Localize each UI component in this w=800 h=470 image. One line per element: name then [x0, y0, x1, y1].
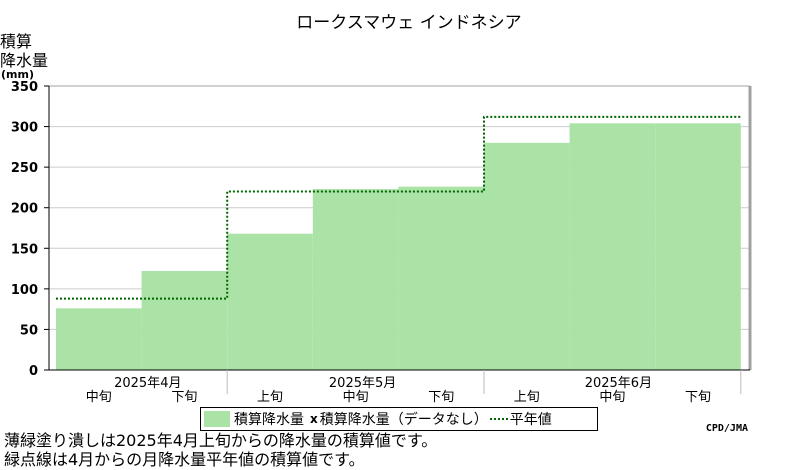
legend-swatch-accumulated — [204, 411, 230, 427]
x-tick-label: 中旬 — [599, 390, 625, 405]
y-tick-label: 300 — [11, 121, 38, 136]
chart-title: ロークスマウェ インドネシア — [296, 13, 521, 33]
y-tick-label: 150 — [11, 242, 38, 257]
legend: 積算降水量 x 積算降水量（データなし） 平年値 — [200, 407, 598, 431]
legend-label-nodata: 積算降水量（データなし） — [319, 412, 488, 428]
y-axis-label-line1: 積算 — [0, 32, 32, 51]
x-tick-label: 中旬 — [86, 390, 112, 405]
x-tick-label: 下旬 — [171, 390, 197, 405]
normal-line — [56, 115, 741, 300]
y-tick-label: 50 — [20, 323, 38, 338]
note-line-2: 緑点線は4月からの月降水量平年値の積算値です。 — [4, 450, 365, 469]
bar-2025年5月中旬 — [312, 189, 399, 370]
x-tick-label: 中旬 — [343, 390, 369, 405]
legend-label-accumulated: 積算降水量 — [234, 412, 304, 428]
legend-nodata-mark: x — [310, 412, 318, 426]
legend-label-normal: 平年値 — [509, 412, 552, 428]
y-tick-label: 250 — [11, 161, 38, 176]
y-tick-label: 200 — [11, 202, 38, 217]
y-tick-label: 0 — [29, 364, 38, 379]
bar-2025年6月下旬 — [655, 123, 741, 370]
x-tick-label: 下旬 — [428, 390, 454, 405]
bar-2025年4月下旬 — [141, 271, 228, 370]
y-tick-label: 350 — [11, 80, 38, 95]
bar-2025年5月下旬 — [398, 186, 484, 370]
note-line-1: 薄緑塗り潰しは2025年4月上旬からの降水量の積算値です。 — [4, 431, 438, 450]
x-month-label: 2025年5月 — [329, 376, 396, 391]
x-tick-label: 上旬 — [257, 390, 283, 405]
x-month-label: 2025年6月 — [585, 376, 652, 391]
x-month-label: 2025年4月 — [114, 376, 181, 391]
legend-swatch-normal — [489, 418, 508, 420]
y-tick-label: 100 — [11, 283, 38, 298]
x-tick-label: 上旬 — [514, 390, 540, 405]
y-axis-unit: (mm) — [1, 68, 34, 81]
credit-text: CPD/JMA — [706, 423, 748, 434]
bar-2025年4月中旬 — [56, 308, 142, 370]
bar-2025年6月上旬 — [484, 142, 570, 370]
x-tick-label: 下旬 — [685, 390, 711, 405]
bar-2025年5月上旬 — [227, 233, 313, 370]
bar-2025年6月中旬 — [569, 123, 656, 370]
y-axis-label-line2: 降水量 — [0, 51, 48, 70]
